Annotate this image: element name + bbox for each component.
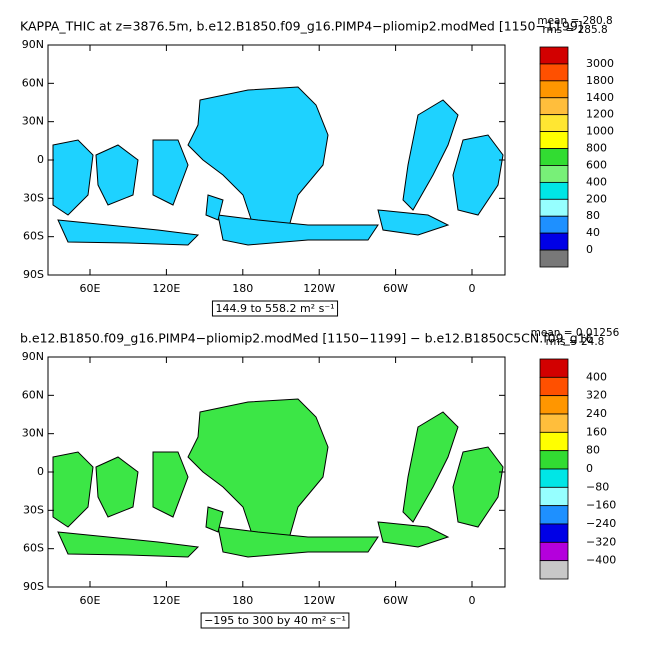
range-label: −195 to 300 by 40 m² s⁻¹ [204, 614, 346, 627]
colorbar-box [539, 358, 569, 378]
x-tick-label: 120E [152, 594, 180, 607]
x-tick-label: 60W [383, 282, 408, 295]
colorbar-box [539, 505, 569, 525]
y-tick-label: 90S [23, 268, 44, 281]
colorbar-label: −160 [586, 499, 616, 512]
y-tick-label: 0 [37, 153, 44, 166]
colorbar-box [539, 486, 569, 507]
map-panel: KAPPA_THIC at z=3876.5m, b.e12.B1850.f09… [20, 15, 614, 317]
colorbar-label: −80 [586, 480, 609, 493]
y-tick-label: 30S [23, 191, 44, 204]
y-tick-label: 30S [23, 503, 44, 516]
panel-title: b.e12.B1850.f09_g16.PIMP4−pliomip2.modMe… [20, 331, 594, 346]
x-tick-label: 120W [303, 594, 335, 607]
y-tick-label: 30N [22, 115, 44, 128]
stat-label: mean = 0.01256 [531, 327, 620, 339]
y-tick-label: 90N [22, 38, 44, 51]
y-tick-label: 90S [23, 580, 44, 593]
colorbar-label: 0 [586, 462, 593, 475]
colorbar-box [539, 46, 569, 65]
colorbar-box [539, 541, 569, 562]
colorbar-label: 0 [586, 243, 593, 256]
colorbar-label: 80 [586, 444, 600, 457]
x-tick-label: 0 [469, 594, 476, 607]
colorbar-box [539, 450, 569, 470]
colorbar-box [539, 215, 569, 234]
colorbar-box [539, 413, 569, 433]
y-tick-label: 60N [22, 76, 44, 89]
colorbar-box [539, 131, 569, 149]
range-label: 144.9 to 558.2 m² s⁻¹ [215, 302, 334, 315]
colorbar-label: 800 [586, 142, 607, 155]
colorbar-label: 240 [586, 407, 607, 420]
x-tick-label: 180 [232, 594, 253, 607]
colorbar-box [539, 63, 569, 82]
colorbar-box [539, 376, 569, 397]
colorbar-label: 3000 [586, 57, 614, 70]
colorbar-label: 1200 [586, 108, 614, 121]
colorbar-label: 200 [586, 192, 607, 205]
colorbar-label: 1800 [586, 74, 614, 87]
colorbar-box [539, 249, 569, 268]
y-tick-label: 60N [22, 388, 44, 401]
colorbar-box [539, 395, 569, 415]
colorbar-label: −400 [586, 554, 616, 567]
x-tick-label: 180 [232, 282, 253, 295]
stat-label: rms = 285.8 [542, 24, 607, 36]
range-box [211, 300, 339, 317]
x-tick-label: 60E [80, 594, 101, 607]
colorbar-box [539, 232, 569, 251]
colorbar-label: 80 [586, 209, 600, 222]
colorbar-label: 600 [586, 158, 607, 171]
y-tick-label: 0 [37, 465, 44, 478]
range-box [200, 612, 350, 629]
x-tick-label: 120W [303, 282, 335, 295]
x-tick-label: 60W [383, 594, 408, 607]
y-tick-label: 60S [23, 542, 44, 555]
colorbar-label: 1400 [586, 91, 614, 104]
colorbar-box [539, 431, 569, 452]
x-tick-label: 120E [152, 282, 180, 295]
x-tick-label: 60E [80, 282, 101, 295]
colorbar-box [539, 80, 569, 99]
stat-label: mean = 280.8 [537, 15, 612, 27]
x-tick-label: 0 [469, 282, 476, 295]
colorbar-label: 400 [586, 175, 607, 188]
colorbar-box [539, 198, 569, 217]
colorbar-label: 40 [586, 226, 600, 239]
colorbar-box [539, 165, 569, 183]
colorbar-box [539, 468, 569, 488]
panel-title: KAPPA_THIC at z=3876.5m, b.e12.B1850.f09… [20, 19, 583, 34]
colorbar-label: 400 [586, 370, 607, 383]
colorbar-box [539, 114, 569, 133]
stat-label: rms = 24.8 [546, 336, 605, 348]
colorbar-label: 160 [586, 425, 607, 438]
colorbar-box [539, 560, 569, 580]
colorbar-label: −320 [586, 535, 616, 548]
colorbar-box [539, 523, 569, 543]
y-tick-label: 30N [22, 427, 44, 440]
colorbar-label: 320 [586, 389, 607, 402]
y-tick-label: 90N [22, 350, 44, 363]
y-tick-label: 60S [23, 230, 44, 243]
colorbar-label: −240 [586, 517, 616, 530]
map-panel: b.e12.B1850.f09_g16.PIMP4−pliomip2.modMe… [20, 327, 620, 629]
colorbar-box [539, 148, 569, 166]
colorbar-box [539, 181, 569, 200]
colorbar-box [539, 97, 569, 116]
colorbar-label: 1000 [586, 125, 614, 138]
